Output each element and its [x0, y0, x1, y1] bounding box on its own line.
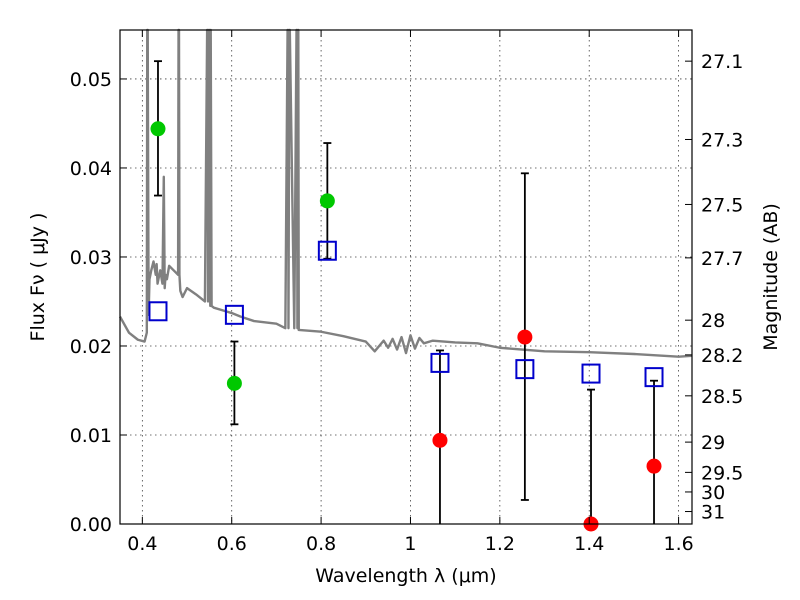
x-tick-label: 0.6	[217, 533, 247, 555]
x-tick-label: 1	[404, 533, 416, 555]
model-square-point	[515, 359, 535, 380]
plot-frame	[119, 29, 693, 525]
model-square-point	[224, 304, 244, 325]
axis-ticks	[120, 30, 692, 525]
error-bars	[153, 60, 659, 524]
x-tick-label: 1.4	[574, 533, 604, 555]
mag-tick-label: 31	[701, 502, 725, 524]
mag-tick-label: 27.7	[701, 248, 743, 270]
y-axis-title: Flux Fν ( μJy )	[27, 213, 49, 342]
y-tick-label: 0.01	[70, 425, 112, 447]
y-tick-label: 0.02	[70, 336, 112, 358]
mag-tick-label: 27.1	[701, 51, 743, 73]
mag-tick-label: 29.5	[701, 462, 743, 484]
x-tick-label: 1.2	[485, 533, 515, 555]
y-tick-label: 0.03	[70, 247, 112, 269]
tick-labels: 0.4 0.6 0.8 1 1.2 1.4 1.6 0.00 0.01 0.02 0.03 0.04 0…	[70, 51, 744, 555]
mag-tick-label: 30	[701, 482, 725, 504]
x-tick-label: 0.8	[306, 533, 336, 555]
x-axis-title: Wavelength λ (μm)	[315, 565, 496, 587]
data-markers	[148, 121, 664, 532]
y-tick-label: 0.00	[70, 514, 112, 536]
red-data-point	[432, 432, 448, 448]
mag-tick-label: 28.5	[701, 386, 743, 408]
x-tick-label: 0.4	[127, 533, 157, 555]
y-tick-label: 0.05	[70, 69, 112, 91]
model-square-point	[317, 240, 337, 261]
mag-tick-label: 28	[701, 310, 725, 332]
mag-tick-label: 27.5	[701, 194, 743, 216]
mag-tick-label: 29	[701, 432, 725, 454]
sed-spectrum-line	[118, 28, 693, 358]
green-data-point	[226, 375, 242, 391]
y-tick-label: 0.04	[70, 158, 112, 180]
mag-tick-label: 27.3	[701, 129, 743, 151]
green-data-point	[319, 193, 335, 209]
red-data-point	[517, 329, 533, 345]
mag-tick-label: 28.2	[701, 345, 743, 367]
model-square-point	[581, 363, 601, 384]
model-square-point	[644, 367, 664, 388]
y2-axis-title: Magnitude (AB)	[760, 203, 782, 351]
model-square-point	[148, 301, 168, 322]
grid-lines	[120, 30, 692, 524]
x-tick-label: 1.6	[663, 533, 693, 555]
sed-layer	[118, 28, 693, 358]
red-data-point	[646, 458, 662, 474]
green-data-point	[150, 121, 166, 137]
model-square-point	[430, 352, 450, 373]
